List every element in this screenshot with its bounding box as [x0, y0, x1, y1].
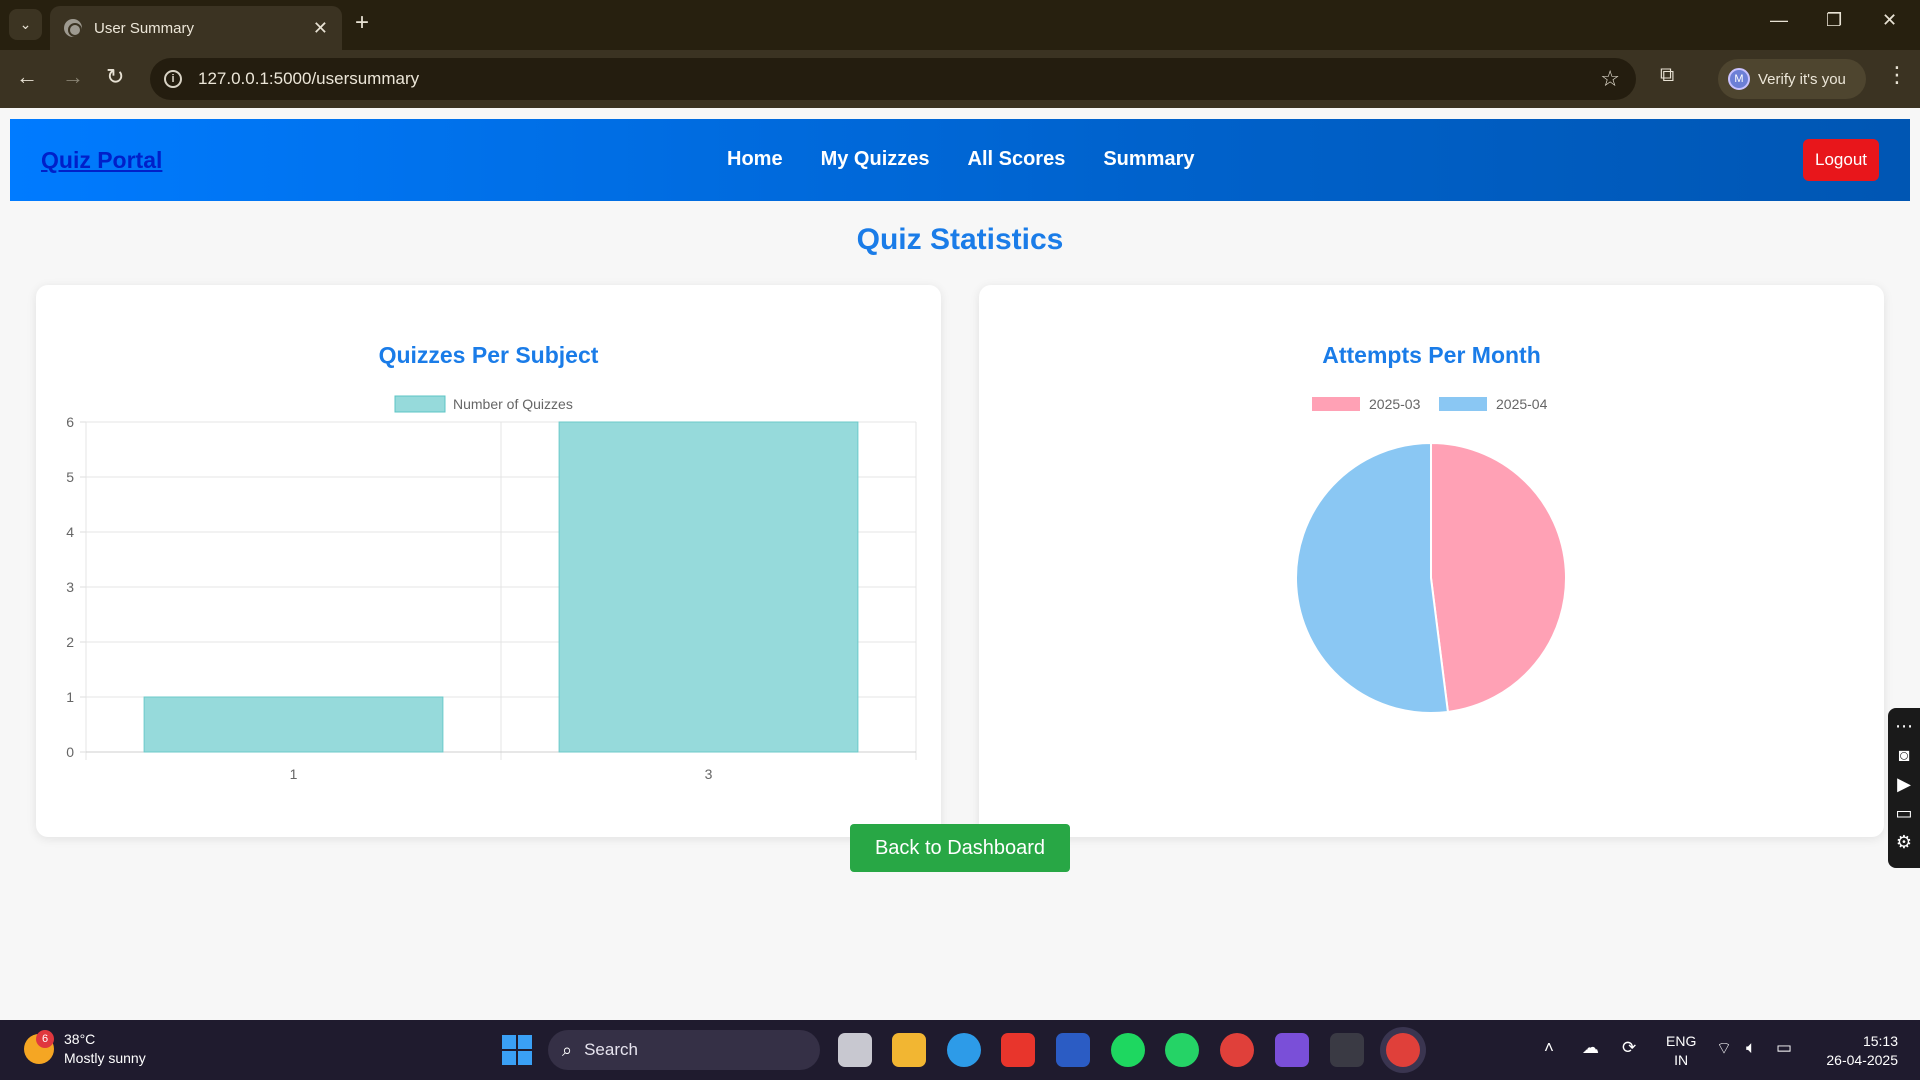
- bar-chart-title: Quizzes Per Subject: [378, 342, 599, 368]
- legend-label: 2025-04: [1496, 396, 1548, 412]
- reload-icon[interactable]: ↻: [106, 64, 125, 89]
- url-text[interactable]: 127.0.0.1:5000/usersummary: [198, 69, 420, 88]
- bookmark-star-icon[interactable]: ☆: [1600, 66, 1620, 91]
- nav-all-scores[interactable]: All Scores: [967, 148, 1066, 170]
- weather-status: Mostly sunny: [64, 1050, 146, 1066]
- video-icon[interactable]: ▶: [1897, 774, 1911, 794]
- forward-arrow-icon[interactable]: →: [62, 64, 84, 89]
- volume-icon[interactable]: 🔈︎: [1746, 1038, 1757, 1057]
- widget-menu-icon[interactable]: ⋯: [1895, 716, 1913, 736]
- y-tick-label: 0: [66, 744, 74, 760]
- attempts-per-month-card: Attempts Per Month 2025-03 2025-04: [979, 285, 1884, 837]
- clock[interactable]: 15:13 26-04-2025: [1818, 1032, 1898, 1070]
- tab-close-icon[interactable]: ✕: [312, 17, 328, 38]
- nav-links: Home My Quizzes All Scores Summary: [727, 148, 1194, 171]
- bar: [143, 696, 444, 753]
- x-tick-label: 1: [290, 766, 298, 782]
- clock-date: 26-04-2025: [1826, 1052, 1898, 1068]
- lang-top: ENG: [1666, 1033, 1697, 1049]
- sync-icon[interactable]: ⟳: [1622, 1038, 1637, 1057]
- minimize-icon[interactable]: —: [1770, 10, 1788, 30]
- pie-slice: [1430, 441, 1567, 714]
- whatsapp-icon[interactable]: [1165, 1033, 1199, 1067]
- browser-tabstrip: ⌄ User Summary ✕ + — ❐ ✕: [0, 0, 1920, 50]
- legend-swatch: [394, 395, 446, 413]
- verify-label: Verify it's you: [1758, 70, 1846, 88]
- task-view-icon[interactable]: [838, 1033, 872, 1067]
- tab-search-chevron-icon[interactable]: ⌄: [9, 9, 42, 40]
- taskbar-search[interactable]: ⌕ Search: [548, 1030, 820, 1070]
- search-label: Search: [584, 1040, 638, 1059]
- profile-verify-chip[interactable]: M Verify it's you: [1718, 59, 1866, 99]
- x-tick-label: 3: [705, 766, 713, 782]
- pie-chart-title: Attempts Per Month: [1322, 342, 1541, 368]
- camera-icon[interactable]: ◙: [1898, 745, 1910, 765]
- browser-menu-icon[interactable]: ⋮: [1886, 62, 1908, 87]
- restore-icon[interactable]: ❐: [1826, 10, 1843, 30]
- chrome-active-icon[interactable]: [1386, 1033, 1420, 1067]
- legend-label: Number of Quizzes: [453, 396, 573, 412]
- spotify-icon[interactable]: [1111, 1033, 1145, 1067]
- tab-title: User Summary: [94, 19, 195, 37]
- battery-icon[interactable]: ▭: [1776, 1038, 1793, 1057]
- help-icon[interactable]: [947, 1033, 981, 1067]
- page-content: Quiz Portal Home My Quizzes All Scores S…: [0, 108, 1920, 1020]
- nav-my-quizzes[interactable]: My Quizzes: [820, 148, 930, 170]
- terminal-icon[interactable]: [1330, 1033, 1364, 1067]
- site-navbar: Quiz Portal Home My Quizzes All Scores S…: [10, 119, 1910, 201]
- clock-time: 15:13: [1862, 1033, 1898, 1049]
- sun-icon: 6: [24, 1030, 54, 1064]
- bar: [558, 421, 859, 753]
- quizzes-per-subject-card: Quizzes Per Subject Number of Quizzes 0 1 2…: [36, 285, 941, 837]
- back-to-dashboard-button[interactable]: Back to Dashboard: [850, 824, 1070, 872]
- word-icon[interactable]: [1056, 1033, 1090, 1067]
- profile-avatar: M: [1728, 68, 1750, 90]
- y-tick-label: 4: [66, 524, 74, 540]
- window-close-icon[interactable]: ✕: [1882, 10, 1898, 30]
- temperature: 38°C: [64, 1031, 96, 1047]
- file-explorer-icon[interactable]: [892, 1033, 926, 1067]
- chrome-profile-icon[interactable]: [1220, 1033, 1254, 1067]
- y-tick-label: 6: [66, 414, 74, 430]
- window-icon[interactable]: ▭: [1895, 803, 1913, 823]
- globe-icon: [64, 19, 82, 37]
- address-bar[interactable]: i 127.0.0.1:5000/usersummary ☆: [150, 58, 1636, 100]
- photos-icon[interactable]: [1275, 1033, 1309, 1067]
- search-icon: ⌕: [562, 1039, 573, 1060]
- nav-summary[interactable]: Summary: [1103, 148, 1195, 170]
- settings-gear-icon[interactable]: ⚙: [1895, 832, 1913, 852]
- y-tick-label: 5: [66, 469, 74, 485]
- extensions-icon[interactable]: ⧉: [1660, 64, 1675, 86]
- y-tick-label: 1: [66, 689, 74, 705]
- windows-taskbar: 6 38°C Mostly sunny ⌕ Search ˄ ☁ ⟳ ENG I…: [0, 1020, 1920, 1080]
- screen-capture-widget: ⋯ ◙ ▶ ▭ ⚙: [1888, 708, 1920, 868]
- weather-badge: 6: [36, 1030, 54, 1048]
- pie-chart: 2025-03 2025-04: [1295, 396, 1567, 714]
- pie-slice: [1295, 441, 1450, 714]
- legend-swatch: [1439, 397, 1487, 411]
- new-tab-icon[interactable]: +: [355, 9, 370, 36]
- site-info-icon[interactable]: i: [164, 70, 182, 88]
- y-tick-label: 2: [66, 634, 74, 650]
- brand-link[interactable]: Quiz Portal: [41, 147, 163, 173]
- y-tick-label: 3: [66, 579, 74, 595]
- weather-widget[interactable]: 6 38°C Mostly sunny: [24, 1030, 146, 1068]
- back-arrow-icon[interactable]: ←: [16, 64, 38, 89]
- language-indicator[interactable]: ENG IN: [1666, 1032, 1696, 1070]
- bar-chart: Number of Quizzes 0 1 2 3 4 5 6 1 3: [66, 395, 917, 782]
- wifi-icon[interactable]: ⌔: [1716, 1039, 1732, 1058]
- nav-home[interactable]: Home: [727, 148, 783, 170]
- browser-tab[interactable]: User Summary ✕: [50, 6, 342, 50]
- lang-bottom: IN: [1674, 1052, 1689, 1068]
- tray-chevron-icon[interactable]: ˄: [1544, 1038, 1554, 1057]
- legend-swatch: [1312, 397, 1360, 411]
- windows-start-icon[interactable]: [502, 1035, 532, 1065]
- wps-office-icon[interactable]: [1001, 1033, 1035, 1067]
- logout-button[interactable]: Logout: [1803, 139, 1879, 181]
- onedrive-icon[interactable]: ☁: [1582, 1038, 1599, 1057]
- page-title: Quiz Statistics: [856, 223, 1064, 256]
- browser-toolbar: ← → ↻ i 127.0.0.1:5000/usersummary ☆ ⧉ M…: [0, 50, 1920, 108]
- legend-label: 2025-03: [1369, 396, 1421, 412]
